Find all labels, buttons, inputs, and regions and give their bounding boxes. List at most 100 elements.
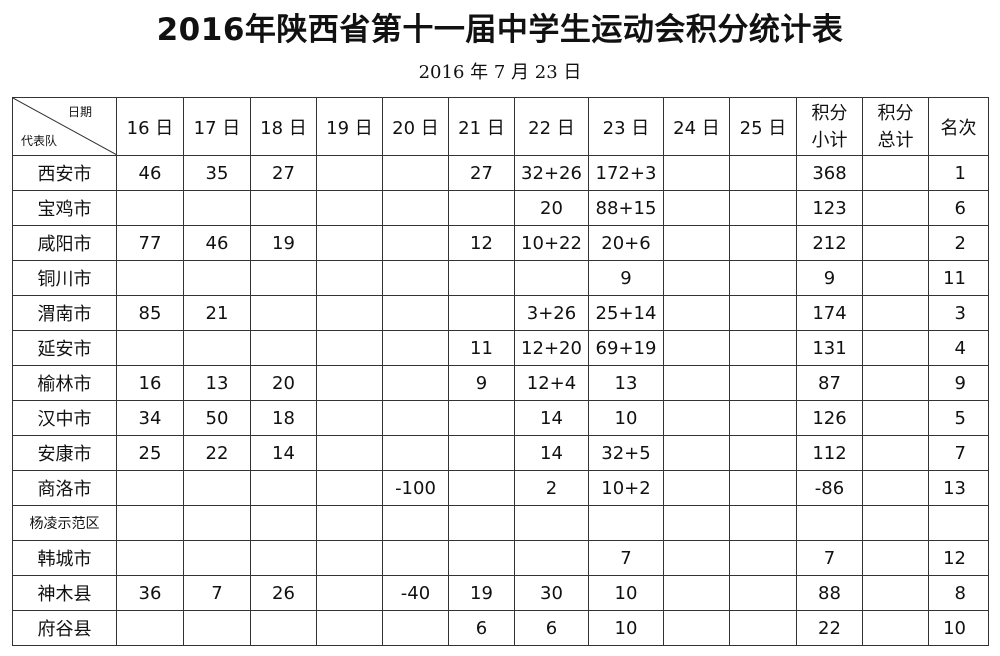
team-name: 咸阳市 <box>12 225 117 261</box>
day-score-cell <box>448 540 515 576</box>
day-header: 23 日 <box>588 97 664 156</box>
team-name: 杨凌示范区 <box>12 505 117 541</box>
day-score-cell: 46 <box>183 225 251 261</box>
team-name: 宝鸡市 <box>12 190 117 226</box>
day-score-cell <box>729 540 797 576</box>
day-score-cell <box>316 190 383 226</box>
day-score-cell <box>382 540 449 576</box>
day-score-cell <box>382 330 449 366</box>
day-score-cell: 10 <box>588 400 664 436</box>
team-name: 渭南市 <box>12 295 117 331</box>
total-cell <box>862 505 929 541</box>
subtotal-header-line2: 小计 <box>811 129 848 151</box>
day-header: 19 日 <box>316 97 383 156</box>
day-score-cell <box>448 190 515 226</box>
day-score-cell <box>316 435 383 471</box>
team-name: 商洛市 <box>12 470 117 506</box>
header-row: 日期 代表队 16 日 17 日 18 日 19 日 20 日 21 日 22 … <box>12 97 989 156</box>
day-score-cell <box>250 540 317 576</box>
day-score-cell <box>514 260 589 296</box>
rank-cell: 7 <box>928 435 989 471</box>
day-score-cell <box>663 190 730 226</box>
day-score-cell <box>663 365 730 401</box>
day-header: 21 日 <box>448 97 515 156</box>
total-cell <box>862 400 929 436</box>
day-score-cell <box>382 505 449 541</box>
rank-cell: 9 <box>928 365 989 401</box>
day-score-cell <box>382 260 449 296</box>
day-score-cell <box>183 190 251 226</box>
day-score-cell <box>183 610 251 646</box>
day-score-cell <box>382 435 449 471</box>
day-score-cell <box>316 155 383 191</box>
day-score-cell: 85 <box>116 295 184 331</box>
day-score-cell: 172+3 <box>588 155 664 191</box>
day-score-cell: 14 <box>250 435 317 471</box>
table-row: 神木县 36 7 26 -40 19 30 10 88 8 <box>12 575 989 611</box>
day-score-cell <box>729 225 797 261</box>
day-score-cell: 50 <box>183 400 251 436</box>
table-row: 杨凌示范区 <box>12 505 989 541</box>
day-score-cell <box>316 260 383 296</box>
day-score-cell <box>729 575 797 611</box>
day-score-cell <box>250 470 317 506</box>
subtotal-header-line1: 积分 <box>811 102 848 124</box>
day-score-cell: 32+26 <box>514 155 589 191</box>
team-name: 汉中市 <box>12 400 117 436</box>
team-name: 安康市 <box>12 435 117 471</box>
day-score-cell <box>588 505 664 541</box>
day-score-cell <box>382 225 449 261</box>
rank-cell: 8 <box>928 575 989 611</box>
day-score-cell: 30 <box>514 575 589 611</box>
page-title: 2016年陕西省第十一届中学生运动会积分统计表 <box>156 12 844 48</box>
rank-cell: 1 <box>928 155 989 191</box>
day-score-cell: 10+22 <box>514 225 589 261</box>
day-score-cell <box>116 330 184 366</box>
day-score-cell <box>729 190 797 226</box>
day-score-cell: 20 <box>514 190 589 226</box>
date-subtitle: 2016 年 7 月 23 日 <box>418 62 582 83</box>
day-score-cell <box>448 400 515 436</box>
subtotal-cell: 112 <box>796 435 863 471</box>
day-score-cell <box>729 295 797 331</box>
subtotal-header: 积分 小计 <box>796 97 863 156</box>
team-name: 西安市 <box>12 155 117 191</box>
day-score-cell <box>382 365 449 401</box>
day-score-cell <box>663 330 730 366</box>
rank-cell: 11 <box>928 260 989 296</box>
subtotal-cell: -86 <box>796 470 863 506</box>
rank-cell: 2 <box>928 225 989 261</box>
day-score-cell: 2 <box>514 470 589 506</box>
day-score-cell <box>250 190 317 226</box>
subtotal-cell: 22 <box>796 610 863 646</box>
day-score-cell <box>448 295 515 331</box>
day-score-cell <box>116 190 184 226</box>
team-name: 韩城市 <box>12 540 117 576</box>
day-score-cell <box>663 295 730 331</box>
day-score-cell <box>316 540 383 576</box>
day-score-cell: 6 <box>448 610 515 646</box>
day-score-cell: 11 <box>448 330 515 366</box>
day-score-cell <box>729 505 797 541</box>
day-score-cell <box>250 295 317 331</box>
rank-cell: 5 <box>928 400 989 436</box>
day-score-cell: 12+20 <box>514 330 589 366</box>
day-score-cell <box>382 400 449 436</box>
day-score-cell: 35 <box>183 155 251 191</box>
day-score-cell <box>729 470 797 506</box>
day-score-cell <box>250 505 317 541</box>
day-score-cell <box>729 400 797 436</box>
day-score-cell <box>183 505 251 541</box>
diagonal-line <box>13 98 117 155</box>
day-score-cell: 13 <box>588 365 664 401</box>
day-score-cell <box>183 470 251 506</box>
day-score-cell: 34 <box>116 400 184 436</box>
day-score-cell: 21 <box>183 295 251 331</box>
day-score-cell <box>663 575 730 611</box>
rank-cell: 10 <box>928 610 989 646</box>
day-score-cell <box>448 435 515 471</box>
day-score-cell <box>316 610 383 646</box>
day-score-cell <box>514 505 589 541</box>
table-row: 榆林市 16 13 20 9 12+4 13 87 9 <box>12 365 989 401</box>
table-row: 宝鸡市 20 88+15 123 6 <box>12 190 989 226</box>
